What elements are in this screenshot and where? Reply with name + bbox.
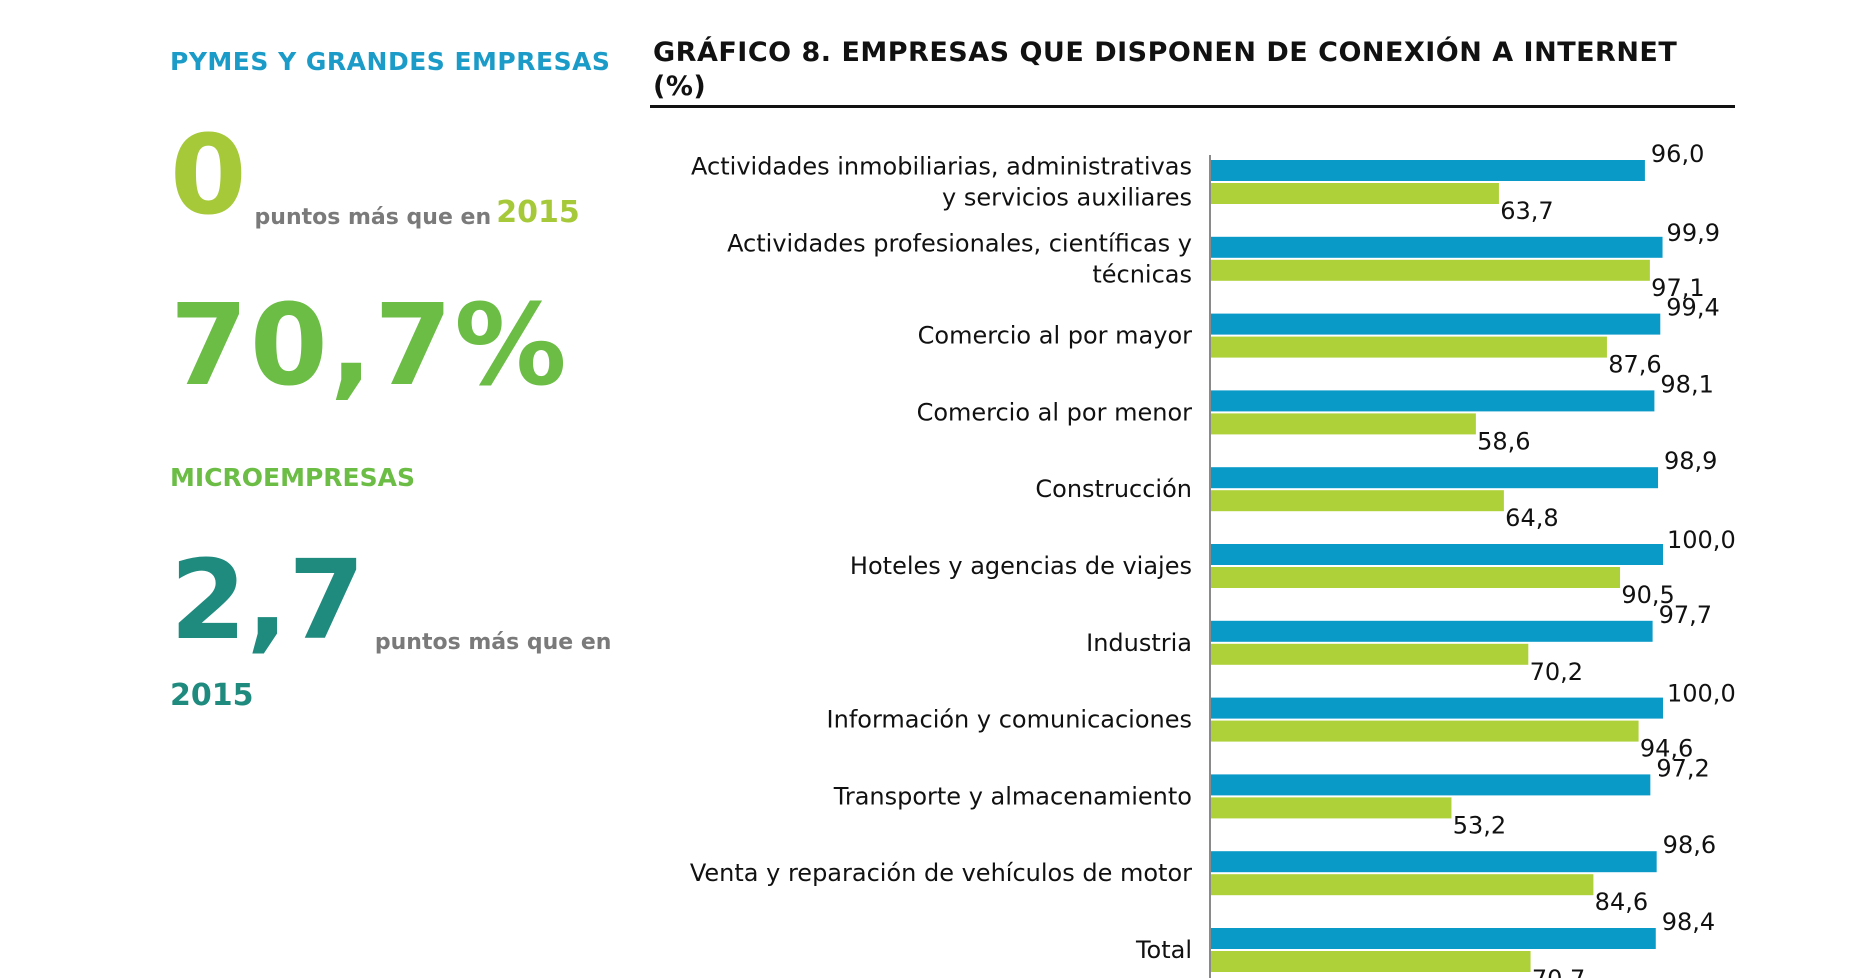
bar-series-2 bbox=[1211, 567, 1621, 588]
bar-series-2 bbox=[1211, 797, 1452, 819]
category-label: Comercio al por mayor bbox=[918, 322, 1192, 350]
bar-series-1 bbox=[1211, 620, 1653, 642]
category-label: Total bbox=[1135, 936, 1192, 964]
value-label: 100,0 bbox=[1667, 526, 1736, 554]
value-label: 63,7 bbox=[1500, 197, 1553, 225]
bar-series-1 bbox=[1211, 467, 1659, 489]
bar-series-1 bbox=[1211, 544, 1663, 565]
category-label: Actividades inmobiliarias, administrativ… bbox=[691, 153, 1192, 212]
bar-series-1 bbox=[1211, 851, 1657, 873]
category-label: Industria bbox=[1086, 629, 1192, 657]
bar-series-2 bbox=[1211, 413, 1476, 435]
chart-title: GRÁFICO 8. EMPRESAS QUE DISPONEN DE CONE… bbox=[653, 37, 1678, 102]
value-label: 99,4 bbox=[1666, 294, 1719, 322]
bar-series-2 bbox=[1211, 336, 1607, 358]
micro-heading: MICROEMPRESAS bbox=[170, 463, 415, 492]
value-label: 100,0 bbox=[1667, 680, 1736, 708]
micro-change-value: 2,7 bbox=[170, 536, 365, 664]
category-label: Comercio al por menor bbox=[917, 398, 1193, 426]
bar-series-2 bbox=[1211, 951, 1531, 972]
value-label: 98,4 bbox=[1662, 908, 1715, 936]
category-label: Construcción bbox=[1035, 475, 1192, 503]
bar-series-2 bbox=[1211, 720, 1639, 742]
value-label: 70,2 bbox=[1530, 658, 1583, 686]
bar-series-2 bbox=[1211, 490, 1504, 512]
value-label: 98,1 bbox=[1660, 370, 1713, 398]
category-label: Hoteles y agencias de viajes bbox=[850, 552, 1192, 580]
bar-series-2 bbox=[1211, 643, 1529, 665]
title-rule bbox=[650, 105, 1735, 108]
value-label: 98,9 bbox=[1664, 447, 1717, 475]
value-label: 99,9 bbox=[1667, 219, 1720, 247]
bar-series-1 bbox=[1211, 313, 1661, 335]
value-label: 97,7 bbox=[1659, 601, 1712, 629]
value-label: 64,8 bbox=[1505, 504, 1558, 532]
bar-series-1 bbox=[1211, 928, 1656, 949]
value-label: 53,2 bbox=[1453, 811, 1506, 839]
category-label: Información y comunicaciones bbox=[827, 706, 1192, 734]
value-label: 98,6 bbox=[1663, 831, 1716, 859]
value-label: 87,6 bbox=[1608, 351, 1661, 379]
value-label: 96,0 bbox=[1651, 140, 1704, 168]
pymes-percent: 70,7% bbox=[170, 281, 569, 411]
category-label: Actividades profesionales, científicas y… bbox=[727, 229, 1192, 288]
pymes-heading: PYMES Y GRANDES EMPRESAS bbox=[170, 47, 611, 76]
value-label: 97,1 bbox=[1651, 274, 1704, 302]
value-label: 94,6 bbox=[1640, 735, 1693, 763]
bar-series-2 bbox=[1211, 259, 1650, 281]
value-label: 90,5 bbox=[1621, 581, 1674, 609]
micro-change-year: 2015 bbox=[170, 678, 254, 713]
bar-series-1 bbox=[1211, 160, 1645, 181]
bar-series-1 bbox=[1211, 697, 1663, 719]
pymes-change-row: 0 puntos más que en 2015 bbox=[170, 120, 580, 230]
value-label: 70,7 bbox=[1532, 965, 1585, 978]
bar-series-2 bbox=[1211, 183, 1499, 204]
micro-change-text: puntos más que en bbox=[374, 630, 612, 655]
category-label: Transporte y almacenamiento bbox=[833, 782, 1192, 810]
pymes-change-year: 2015 bbox=[496, 195, 580, 230]
pymes-change-text: puntos más que en bbox=[254, 205, 492, 230]
bar-series-1 bbox=[1211, 774, 1651, 796]
bar-series-1 bbox=[1211, 236, 1663, 258]
pymes-change-value: 0 bbox=[170, 111, 247, 239]
value-label: 84,6 bbox=[1595, 888, 1648, 916]
category-label: Venta y reparación de vehículos de motor bbox=[690, 859, 1192, 887]
bar-series-2 bbox=[1211, 874, 1594, 896]
bar-series-1 bbox=[1211, 390, 1655, 412]
infographic-panel: PYMES Y GRANDES EMPRESAS 0 puntos más que… bbox=[0, 0, 640, 978]
value-label: 58,6 bbox=[1477, 427, 1530, 455]
micro-change-row: 2,7 puntos más que en bbox=[170, 545, 611, 655]
value-label: 97,2 bbox=[1656, 754, 1709, 782]
